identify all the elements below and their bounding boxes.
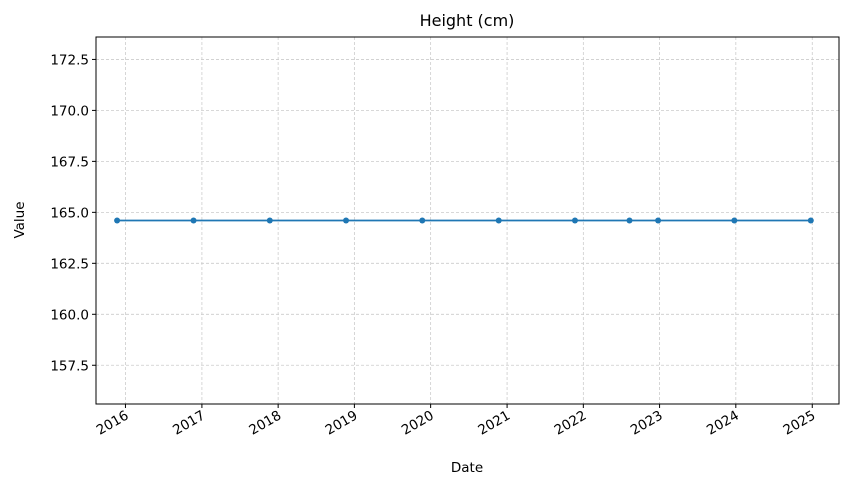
y-axis-title: Value — [12, 201, 28, 238]
plot-frame — [95, 36, 840, 405]
x-axis-title: Date — [451, 460, 483, 476]
chart-title: Height (cm) — [420, 11, 515, 30]
y-axis-ticks: 157.5 160.0 162.5 165.0 167.5 170.0 172.5 — [50, 52, 96, 374]
data-point — [266, 217, 273, 224]
data-point — [419, 217, 426, 224]
y-tick-label: 160.0 — [50, 307, 89, 323]
data-point — [190, 217, 197, 224]
data-point — [495, 217, 502, 224]
y-tick-label: 157.5 — [50, 358, 89, 374]
y-tick-label: 165.0 — [50, 205, 89, 221]
data-point — [571, 217, 578, 224]
y-tick-label: 167.5 — [50, 154, 89, 170]
data-point — [114, 217, 121, 224]
data-point — [343, 217, 350, 224]
y-tick-label: 172.5 — [50, 52, 89, 68]
data-point — [655, 217, 662, 224]
y-tick-label: 162.5 — [50, 256, 89, 272]
series-layer — [114, 217, 814, 224]
data-point — [731, 217, 738, 224]
data-point — [626, 217, 633, 224]
y-tick-label: 170.0 — [50, 103, 89, 119]
grid — [96, 37, 839, 404]
data-point — [807, 217, 814, 224]
